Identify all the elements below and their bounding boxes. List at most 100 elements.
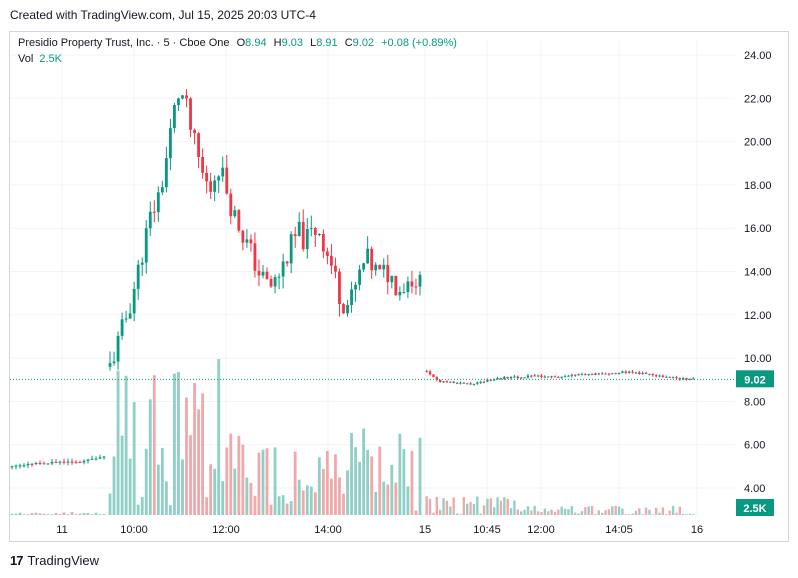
candle-body [607, 373, 611, 375]
candle-body [432, 374, 435, 378]
candle-body [418, 274, 422, 287]
candle-body [658, 375, 661, 377]
candle-body [293, 234, 297, 237]
volume-bar [273, 447, 277, 515]
y-tick-label: 14.00 [744, 267, 772, 279]
volume-bar [530, 510, 533, 515]
candle-body [193, 129, 196, 134]
candle-body [557, 376, 560, 378]
volume-bar [671, 506, 675, 515]
last-price-value: 9.02 [744, 374, 765, 386]
candle-body [237, 210, 241, 231]
candle-body [428, 371, 432, 375]
y-tick-label: 20.00 [744, 137, 772, 149]
candle-body [156, 192, 160, 213]
volume-bar [148, 399, 152, 515]
volume-bar [98, 514, 102, 515]
candle-body [305, 228, 309, 250]
candle-body [354, 284, 357, 290]
volume-bar [62, 512, 66, 515]
volume-bar [217, 359, 221, 515]
volume-bar [655, 507, 658, 515]
volume-bar [58, 514, 62, 515]
volume-bar [201, 393, 205, 515]
candle-body [181, 95, 184, 99]
volume-bar [607, 509, 611, 515]
tradingview-mark-icon: 17 [10, 553, 24, 568]
volume-bar [309, 486, 313, 515]
volume-bar [560, 506, 563, 515]
volume-bar [265, 448, 269, 515]
candle-body [90, 458, 94, 460]
volume-bar [173, 373, 176, 515]
volume-bar [245, 477, 249, 515]
candle-body [425, 371, 428, 373]
volume-bar [563, 508, 567, 515]
volume-bar [285, 503, 289, 515]
candle-body [177, 98, 180, 106]
volume-bar [570, 506, 573, 515]
volume-bar [540, 512, 543, 515]
volume-bar [152, 375, 156, 515]
candle-body [148, 211, 152, 229]
candle-body [563, 376, 567, 378]
volume-bar [168, 505, 172, 515]
volume-bar [334, 454, 337, 515]
candle-body [217, 176, 221, 181]
volume-bar [567, 509, 570, 515]
candle-body [140, 262, 144, 265]
candle-body [638, 372, 641, 375]
candle-body [132, 288, 136, 314]
volume-bar [189, 435, 192, 515]
volume-bar [293, 451, 297, 515]
candle-body [445, 381, 449, 383]
volume-bar [536, 511, 540, 515]
volume-bar [644, 507, 648, 515]
candle-body [245, 239, 249, 243]
close-value: 9.02 [352, 37, 375, 49]
ohlc-legend: Presidio Property Trust, Inc. · 5 · Cboe… [18, 37, 457, 49]
volume-bar [435, 497, 438, 515]
volume-bar [614, 505, 617, 515]
candle-body [547, 376, 550, 378]
close-label: C [344, 37, 353, 49]
volume-bar [86, 513, 90, 515]
volume-bar [78, 513, 82, 515]
candle-body [82, 460, 86, 463]
candle-body [14, 465, 18, 467]
volume-bar [90, 514, 94, 515]
tradingview-logo[interactable]: 17 TradingView [10, 553, 99, 568]
y-tick-label: 6.00 [744, 440, 765, 452]
candle-body [523, 377, 526, 379]
candle-body [374, 264, 378, 271]
candle-body [394, 275, 398, 296]
chart-panel[interactable] [9, 31, 789, 542]
volume-bar [658, 512, 661, 515]
y-tick-label: 12.00 [744, 310, 772, 322]
volume-bar [523, 509, 526, 515]
volume-bar [469, 502, 472, 515]
volume-bar [597, 510, 600, 515]
volume-bar [140, 496, 144, 515]
candle-body [536, 375, 540, 377]
volume-bar [651, 514, 654, 515]
candle-body [78, 462, 82, 464]
candle-body [66, 461, 70, 463]
volume-bar [661, 507, 665, 515]
volume-bar [682, 513, 685, 515]
candle-body [641, 372, 644, 375]
candle-body [631, 371, 634, 373]
candle-body [366, 248, 370, 264]
candle-body [205, 172, 209, 182]
volume-bar [26, 514, 30, 515]
volume-bar [386, 484, 390, 515]
volume-bar [136, 504, 140, 515]
volume-bar [378, 446, 382, 515]
candle-body [661, 375, 665, 378]
candle-body [346, 305, 349, 314]
volume-bar [253, 495, 257, 515]
volume-bar [543, 508, 546, 515]
volume-bar [74, 514, 78, 515]
volume-bar [587, 506, 590, 515]
